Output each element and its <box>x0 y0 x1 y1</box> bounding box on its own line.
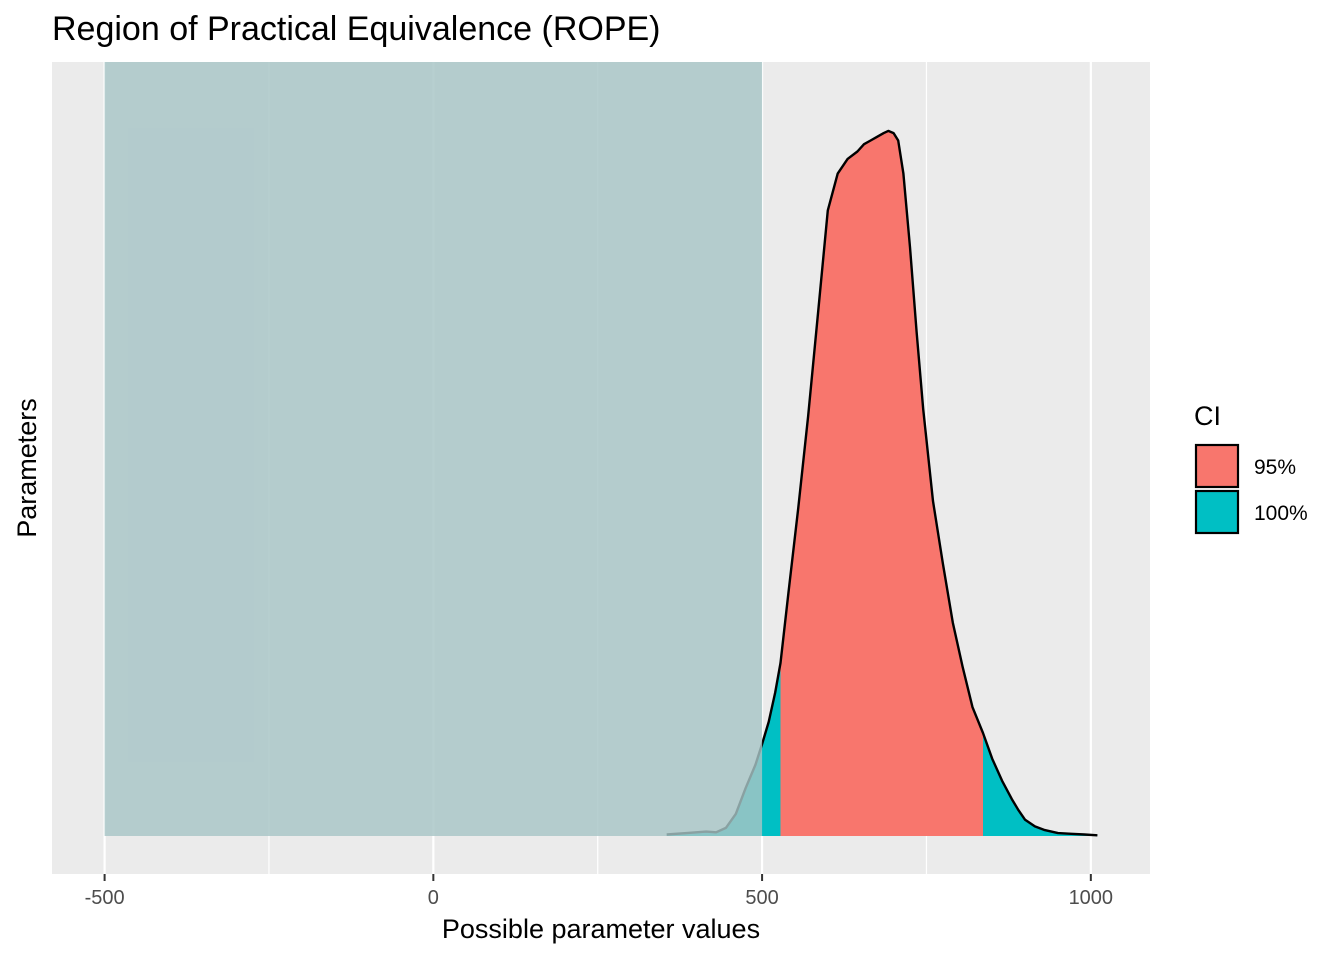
x-axis-title: Possible parameter values <box>442 914 760 944</box>
x-tick-label: -500 <box>85 887 125 909</box>
ci-95-area <box>780 130 983 836</box>
x-tick-label: 0 <box>428 887 439 909</box>
legend-label: 95% <box>1254 456 1296 479</box>
x-tick-label: 500 <box>745 887 778 909</box>
legend: CI 95% 100% <box>1194 401 1308 535</box>
legend-key-ci-100 <box>1194 489 1240 535</box>
chart-title: Region of Practical Equivalence (ROPE) <box>52 10 661 48</box>
legend-key-ci-95 <box>1194 443 1240 489</box>
x-tick-label: 1000 <box>1069 887 1114 909</box>
legend-label: 100% <box>1254 502 1308 525</box>
rope-band <box>104 62 763 836</box>
tail-right-area <box>982 733 1098 836</box>
y-axis-title: Parameters <box>12 398 42 538</box>
x-axis: -500 0 500 1000 <box>85 874 1113 909</box>
legend-title: CI <box>1194 401 1221 431</box>
rope-layer <box>104 62 763 836</box>
